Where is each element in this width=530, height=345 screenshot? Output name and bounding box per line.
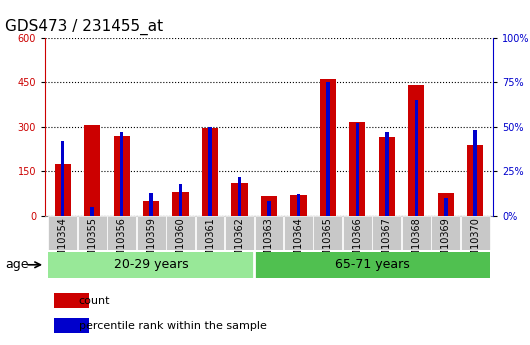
Bar	[238, 177, 241, 216]
Bar	[172, 192, 189, 216]
Bar	[261, 196, 277, 216]
Text: GSM10355: GSM10355	[87, 217, 97, 270]
Text: GDS473 / 231455_at: GDS473 / 231455_at	[5, 19, 163, 35]
Bar	[349, 122, 366, 216]
Bar	[290, 195, 306, 216]
Text: GSM10368: GSM10368	[411, 217, 421, 270]
Bar	[196, 216, 225, 250]
Bar	[254, 252, 490, 278]
Bar	[179, 184, 182, 216]
Bar	[326, 82, 330, 216]
Text: age: age	[5, 258, 29, 272]
Bar	[166, 216, 195, 250]
Bar	[61, 141, 65, 216]
Bar	[467, 145, 483, 216]
Text: GSM10362: GSM10362	[234, 217, 244, 270]
Bar	[385, 132, 388, 216]
Bar	[254, 216, 284, 250]
Bar	[78, 216, 107, 250]
Bar	[444, 198, 447, 216]
Bar	[232, 183, 248, 216]
Bar	[113, 136, 130, 216]
Text: 65-71 years: 65-71 years	[335, 258, 410, 271]
Bar	[343, 216, 372, 250]
Bar	[137, 216, 165, 250]
Bar	[91, 207, 94, 216]
Bar	[356, 123, 359, 216]
Bar	[431, 216, 460, 250]
Bar	[267, 201, 271, 216]
Bar	[149, 193, 153, 216]
Bar	[208, 127, 212, 216]
Bar	[202, 128, 218, 216]
Bar	[313, 216, 342, 250]
Text: GSM10361: GSM10361	[205, 217, 215, 270]
Text: GSM10363: GSM10363	[264, 217, 274, 270]
Text: GSM10366: GSM10366	[352, 217, 363, 270]
Bar	[55, 164, 71, 216]
Bar	[48, 252, 254, 278]
Bar	[473, 130, 477, 216]
Text: GSM10364: GSM10364	[294, 217, 304, 270]
Bar	[54, 318, 90, 333]
Bar	[48, 216, 77, 250]
Bar	[107, 216, 136, 250]
Text: GSM10369: GSM10369	[441, 217, 450, 270]
Bar	[84, 125, 100, 216]
Text: GSM10367: GSM10367	[382, 217, 392, 270]
Text: GSM10370: GSM10370	[470, 217, 480, 270]
Text: GSM10365: GSM10365	[323, 217, 333, 270]
Bar	[461, 216, 490, 250]
Bar	[402, 216, 431, 250]
Bar	[120, 132, 123, 216]
Bar	[143, 201, 159, 216]
Bar	[438, 194, 454, 216]
Bar	[379, 137, 395, 216]
Text: 20-29 years: 20-29 years	[114, 258, 189, 271]
Bar	[284, 216, 313, 250]
Bar	[225, 216, 254, 250]
Text: GSM10354: GSM10354	[58, 217, 68, 270]
Text: GSM10360: GSM10360	[175, 217, 186, 270]
Bar	[408, 85, 425, 216]
Bar	[297, 194, 300, 216]
Text: percentile rank within the sample: percentile rank within the sample	[78, 321, 267, 331]
Text: GSM10359: GSM10359	[146, 217, 156, 270]
Text: count: count	[78, 296, 110, 306]
Bar	[373, 216, 401, 250]
Bar	[320, 79, 336, 216]
Bar	[414, 100, 418, 216]
Bar	[54, 293, 90, 308]
Text: GSM10356: GSM10356	[117, 217, 127, 270]
